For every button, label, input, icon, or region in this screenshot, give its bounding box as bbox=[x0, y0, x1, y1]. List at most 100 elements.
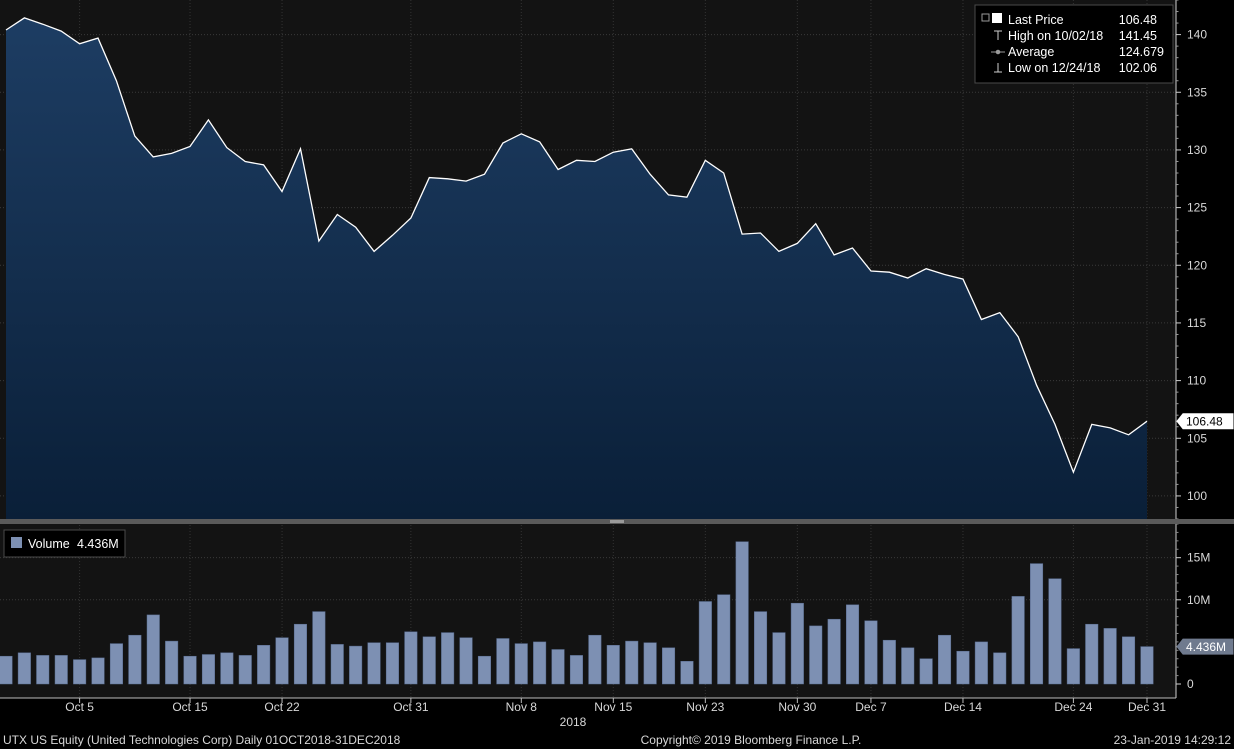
volume-bar bbox=[790, 602, 804, 685]
legend-value-high: 141.45 bbox=[1119, 29, 1157, 43]
volume-bar bbox=[477, 655, 491, 685]
volume-bar bbox=[73, 659, 87, 685]
volume-bar bbox=[551, 649, 565, 685]
footer-security-description: UTX US Equity (United Technologies Corp)… bbox=[3, 733, 401, 747]
volume-bar bbox=[864, 620, 878, 685]
volume-bar bbox=[1011, 596, 1025, 685]
footer-timestamp: 23-Jan-2019 14:29:12 bbox=[1114, 733, 1232, 747]
volume-bar bbox=[643, 642, 657, 685]
price-tick-label: 110 bbox=[1187, 374, 1206, 388]
x-axis-year-label: 2018 bbox=[560, 715, 587, 729]
volume-bar bbox=[275, 637, 289, 685]
volume-bar bbox=[17, 652, 31, 685]
volume-bar bbox=[772, 632, 786, 685]
price-axis-ticks: 100 105 110 115 120 125 130 135 140 bbox=[1176, 0, 1207, 520]
collapse-legend-icon[interactable] bbox=[981, 13, 990, 22]
volume-bar bbox=[312, 611, 326, 685]
price-area-fill bbox=[6, 17, 1147, 520]
volume-bar bbox=[919, 658, 933, 685]
price-legend: Last Price 106.48 High on 10/02/18 141.4… bbox=[974, 4, 1174, 84]
volume-gridlines bbox=[0, 557, 1176, 601]
low-marker-icon bbox=[994, 63, 1002, 73]
panel-divider-grip[interactable] bbox=[610, 520, 624, 523]
volume-bar bbox=[146, 614, 160, 685]
price-last-value-label: 106.48 bbox=[1186, 415, 1223, 429]
volume-bar bbox=[717, 594, 731, 685]
volume-bar bbox=[496, 638, 510, 685]
volume-bar bbox=[956, 650, 970, 685]
price-tick-label: 125 bbox=[1187, 201, 1207, 215]
price-tick-label: 100 bbox=[1187, 489, 1207, 503]
volume-bar bbox=[514, 643, 528, 685]
volume-bar bbox=[238, 655, 252, 685]
volume-bar bbox=[201, 654, 215, 685]
legend-row-low: Low on 12/24/18 102.06 bbox=[994, 61, 1157, 75]
x-tick-label: Dec 31 bbox=[1128, 700, 1166, 714]
legend-row-average: Average 124.679 bbox=[991, 45, 1164, 59]
volume-bar bbox=[698, 601, 712, 685]
price-tick-label: 130 bbox=[1187, 143, 1207, 157]
volume-bar bbox=[36, 655, 50, 685]
volume-tick-label: 0 bbox=[1187, 677, 1194, 691]
price-tick-label: 115 bbox=[1187, 316, 1206, 330]
volume-bar bbox=[441, 632, 455, 685]
price-tick-label: 135 bbox=[1187, 85, 1207, 99]
x-tick-label: Dec 7 bbox=[855, 700, 887, 714]
volume-bar bbox=[993, 652, 1007, 685]
volume-bar bbox=[606, 645, 620, 685]
volume-bar bbox=[54, 655, 68, 685]
volume-bar bbox=[662, 647, 676, 685]
x-tick-label: Dec 24 bbox=[1054, 700, 1092, 714]
volume-bar bbox=[183, 655, 197, 685]
volume-bars bbox=[0, 541, 1154, 685]
volume-tick-label: 10M bbox=[1187, 593, 1210, 607]
volume-bar bbox=[404, 631, 418, 685]
legend-label-average: Average bbox=[1008, 45, 1054, 59]
volume-swatch-icon bbox=[11, 537, 22, 548]
volume-bar bbox=[257, 645, 271, 685]
volume-legend-label: Volume bbox=[28, 537, 70, 551]
x-tick-label: Nov 15 bbox=[594, 700, 632, 714]
volume-bar bbox=[846, 604, 860, 685]
volume-legend: Volume 4.436M bbox=[3, 529, 126, 558]
footer-copyright: Copyright© 2019 Bloomberg Finance L.P. bbox=[641, 733, 862, 747]
legend-label-high: High on 10/02/18 bbox=[1008, 29, 1103, 43]
x-tick-label: Dec 14 bbox=[944, 700, 982, 714]
x-tick-label: Oct 5 bbox=[65, 700, 94, 714]
price-tick-label: 140 bbox=[1187, 28, 1207, 42]
legend-value-last-price: 106.48 bbox=[1119, 13, 1157, 27]
volume-bar bbox=[459, 637, 473, 685]
legend-value-average: 124.679 bbox=[1119, 45, 1164, 59]
volume-bar bbox=[1122, 636, 1136, 685]
volume-bar bbox=[422, 636, 436, 685]
price-tick-label: 105 bbox=[1187, 431, 1207, 445]
volume-bar bbox=[1048, 578, 1062, 685]
legend-label-last-price: Last Price bbox=[1008, 13, 1064, 27]
volume-last-value-label: 4.436M bbox=[1186, 640, 1226, 654]
volume-bar bbox=[1085, 623, 1099, 685]
average-marker-icon bbox=[991, 49, 1005, 55]
price-last-value-tag: 106.48 bbox=[1176, 413, 1234, 430]
volume-bar bbox=[220, 652, 234, 685]
volume-bar bbox=[0, 655, 13, 685]
volume-bar bbox=[827, 618, 841, 685]
price-series-line bbox=[5, 17, 1148, 475]
volume-bar bbox=[809, 625, 823, 685]
volume-bar bbox=[293, 623, 307, 685]
volume-bar bbox=[91, 657, 105, 685]
price-tick-label: 120 bbox=[1187, 258, 1207, 272]
high-marker-icon bbox=[994, 30, 1002, 40]
volume-bar bbox=[330, 644, 344, 685]
volume-bar bbox=[882, 639, 896, 685]
volume-bar bbox=[754, 611, 768, 685]
x-tick-label: Oct 15 bbox=[172, 700, 208, 714]
volume-bar bbox=[533, 641, 547, 685]
volume-bar bbox=[569, 655, 583, 685]
volume-bar bbox=[1030, 563, 1044, 685]
volume-bar bbox=[1140, 646, 1154, 685]
volume-bar bbox=[680, 661, 694, 685]
volume-bar bbox=[588, 634, 602, 685]
x-tick-label: Oct 22 bbox=[264, 700, 300, 714]
x-tick-label: Nov 23 bbox=[686, 700, 724, 714]
